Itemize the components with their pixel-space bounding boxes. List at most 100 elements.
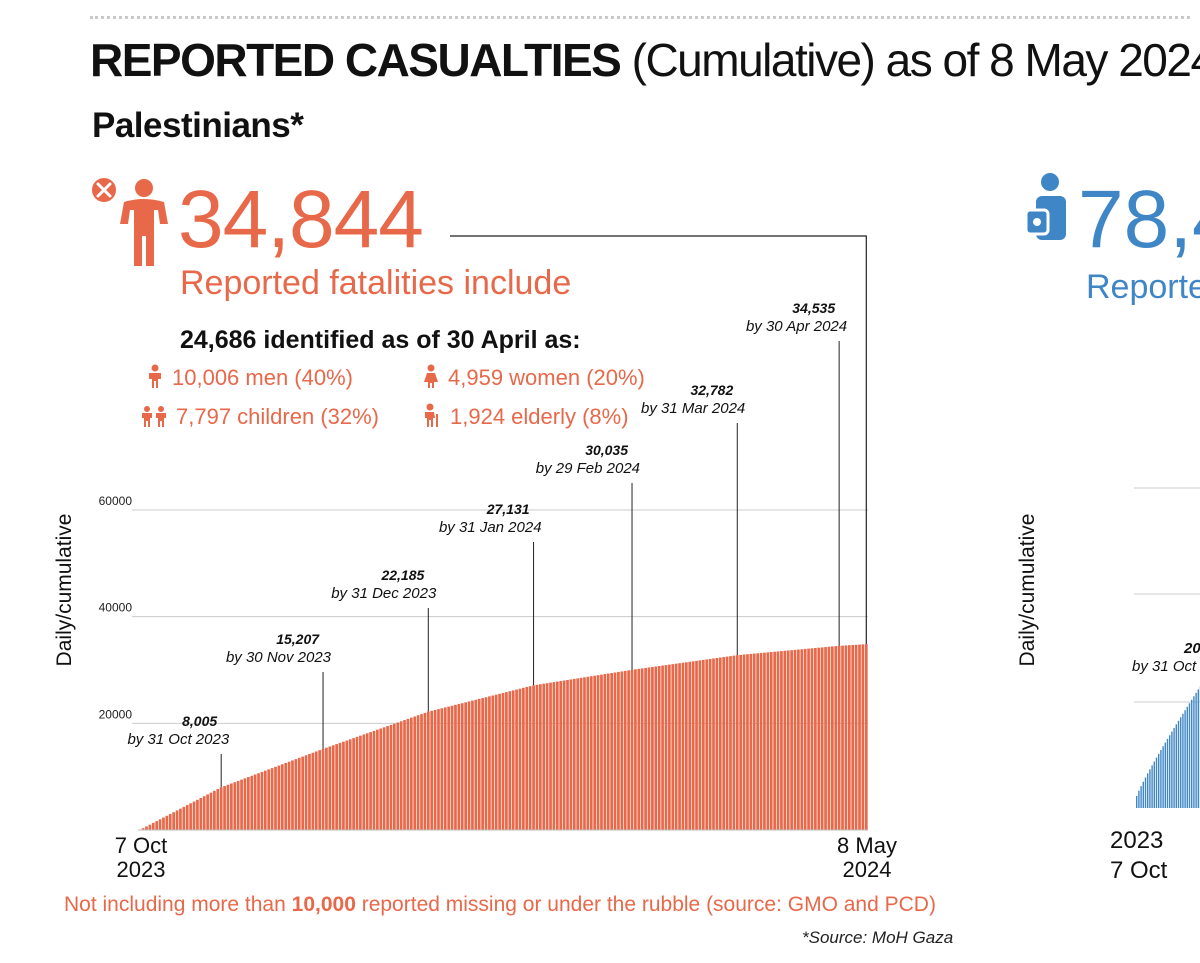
annotation-label: by 31 Mar 2024 [641, 400, 745, 417]
bar [206, 794, 209, 830]
bar [474, 699, 478, 830]
bar [460, 703, 464, 830]
bar [851, 644, 855, 830]
bar [141, 828, 145, 830]
right-bar [1138, 790, 1140, 808]
right-bar [1180, 717, 1182, 808]
bar [223, 786, 226, 830]
bar [291, 760, 294, 830]
bar [508, 691, 512, 830]
right-bar [1140, 786, 1142, 808]
bar [338, 742, 342, 830]
bar [766, 652, 770, 830]
bar [321, 748, 325, 830]
right-bar [1177, 720, 1180, 808]
bar [209, 792, 213, 830]
children-icon [140, 402, 168, 432]
bar [314, 751, 318, 830]
bar [308, 754, 311, 830]
annotation-value: 8,005 [182, 713, 217, 729]
bar [416, 715, 420, 830]
bar [841, 645, 844, 830]
bar [634, 669, 637, 830]
bar [763, 652, 766, 830]
bar [484, 697, 488, 830]
right-bar [1186, 706, 1188, 808]
bar [369, 732, 372, 830]
breakdown-children: 7,797 children (32%) [140, 402, 379, 432]
bar [613, 672, 617, 830]
bar [409, 717, 413, 830]
bar [831, 646, 834, 830]
bar [559, 681, 563, 830]
bar [810, 648, 814, 830]
right-bar [1173, 727, 1175, 808]
bar [233, 782, 237, 830]
bar [864, 644, 868, 830]
bar [610, 673, 613, 830]
bar [243, 778, 247, 830]
bar [637, 668, 641, 830]
title-light: (Cumulative) as of 8 May 2024 [631, 34, 1200, 86]
bar [467, 701, 471, 830]
bar [790, 650, 793, 830]
bar [705, 659, 709, 830]
bar [600, 674, 603, 830]
bar [450, 705, 454, 830]
bar [240, 779, 243, 830]
bar [525, 687, 529, 830]
bar [522, 687, 525, 830]
bar [773, 651, 776, 830]
bar [685, 662, 688, 830]
bar [589, 676, 593, 830]
bar [423, 712, 427, 830]
annotation-value: 32,782 [690, 382, 733, 398]
bar [708, 658, 712, 830]
bar [433, 709, 437, 830]
bar [260, 771, 264, 830]
bar [780, 651, 783, 830]
bar [695, 660, 698, 830]
injured-label: Reporte [1086, 268, 1200, 306]
bar [718, 657, 722, 830]
annotation-label: by 31 Jan 2024 [439, 519, 542, 536]
bar [287, 761, 291, 830]
bar [562, 680, 566, 830]
annotation-label: by 30 Apr 2024 [746, 318, 847, 335]
bar [807, 648, 810, 830]
right-bar [1149, 769, 1151, 808]
bar [151, 822, 155, 830]
bar [583, 677, 586, 830]
annotation-label: by 29 Feb 2024 [536, 460, 640, 477]
bar [593, 675, 597, 830]
bar [858, 644, 861, 830]
bar [443, 707, 447, 830]
bar [725, 656, 729, 830]
bar [263, 770, 267, 830]
bar [386, 726, 389, 830]
bar [494, 694, 498, 830]
right-y-axis-label: Daily/cumulative [1016, 513, 1039, 667]
bar [644, 667, 647, 830]
bar [549, 682, 552, 830]
bar [216, 789, 220, 830]
bar [352, 738, 355, 830]
bar [148, 824, 152, 830]
right-bar [1197, 689, 1199, 808]
bar [671, 664, 675, 830]
bar [657, 666, 661, 830]
bar [746, 654, 749, 830]
right-annotation: 20 by 31 Oct 2 [1132, 640, 1200, 675]
injured-value: 78,4 [1078, 174, 1200, 265]
bar [437, 709, 440, 830]
bar [182, 806, 186, 830]
bar [267, 769, 271, 830]
bar [542, 683, 546, 830]
bar [820, 647, 824, 830]
bar [539, 684, 542, 830]
bar [253, 774, 257, 830]
right-bar [1142, 781, 1144, 808]
bar [511, 690, 515, 830]
bar [230, 783, 233, 830]
bar [647, 667, 651, 830]
